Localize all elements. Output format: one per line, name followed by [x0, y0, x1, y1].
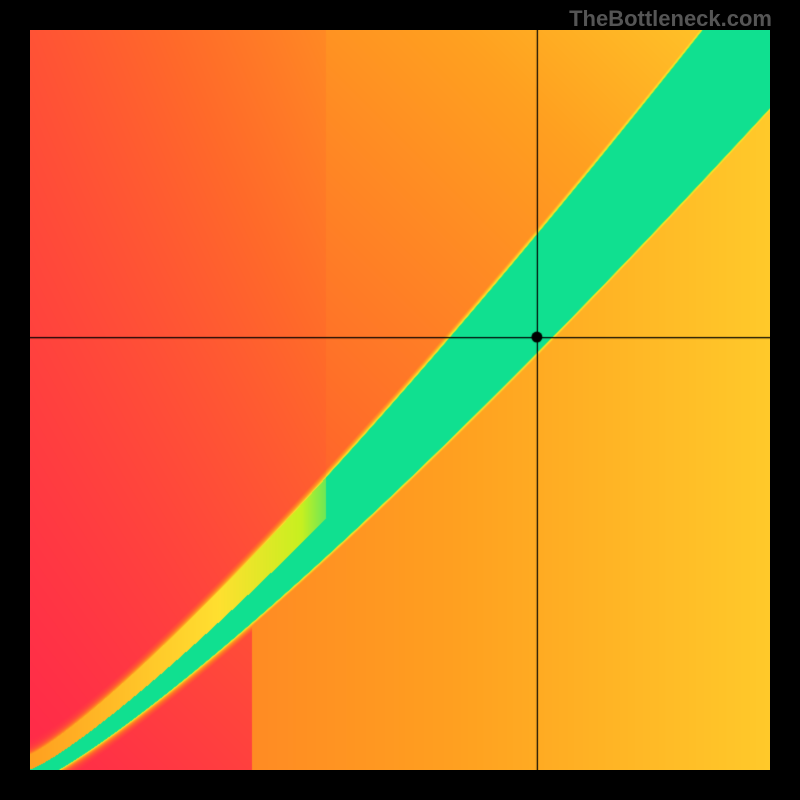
heatmap-chart: [30, 30, 770, 770]
watermark-text: TheBottleneck.com: [569, 6, 772, 32]
heatmap-canvas: [30, 30, 770, 770]
